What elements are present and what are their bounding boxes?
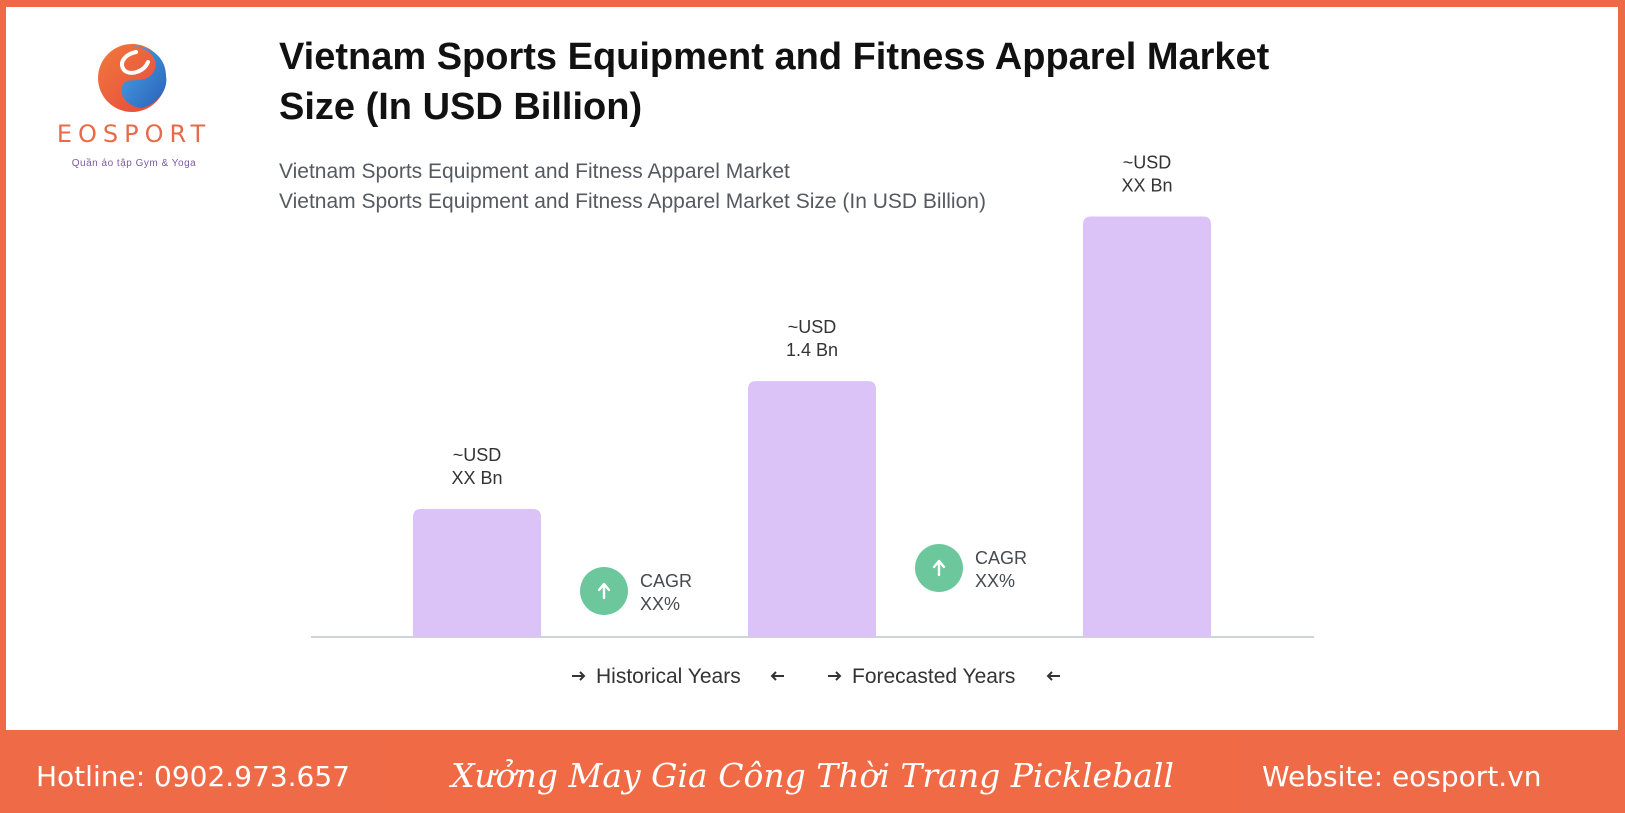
hotline-text[interactable]: Hotline: 0902.973.657 [36,760,350,793]
footer-slogan-panel [385,730,1240,813]
chart-subtitle-line-1: Vietnam Sports Equipment and Fitness App… [279,160,790,183]
bar-label-1-line-2: XX Bn [451,468,502,488]
cagr-marker-2: CAGR XX% [915,544,1027,592]
cagr-label-2: CAGR [975,548,1027,568]
bar-3 [1083,216,1211,637]
brand-name: EOSPORT [56,120,212,148]
legend-historical: Historical Years [572,665,784,688]
chart-subtitle-line-2: Vietnam Sports Equipment and Fitness App… [279,190,986,213]
brand-logo[interactable]: EOSPORT Quần áo tập Gym & Yoga [44,38,224,178]
chart-title: Vietnam Sports Equipment and Fitness App… [279,36,1270,128]
legend-label-2: Forecasted Years [852,665,1015,688]
bar-label-2-line-1: ~USD [788,317,837,337]
arrow-up-glyph [597,582,611,600]
arrow-up-glyph [932,559,946,577]
eosport-logo-icon [98,44,167,112]
legend-label-1: Historical Years [596,665,741,688]
footer-bar: Hotline: 0902.973.657 Xưởng May Gia Công… [0,730,1625,813]
arrow-left-icon [770,671,784,681]
legend-forecasted: Forecasted Years [828,665,1060,688]
arrow-left-icon [1046,671,1060,681]
arrow-right-icon [828,671,842,681]
bar-chart: ~USD XX Bn ~USD 1.4 Bn ~USD XX Bn CAGR XX% CAGR X… [311,153,1314,688]
chart-subtitle: Vietnam Sports Equipment and Fitness App… [279,157,1179,217]
bar-label-3-line-2: XX Bn [1121,176,1172,196]
bar-2 [748,381,876,637]
footer-slogan: Xưởng May Gia Công Thời Trang Pickleball [451,756,1174,795]
website-link[interactable]: Website: eosport.vn [1262,760,1542,793]
bar-label-2-line-2: 1.4 Bn [786,340,838,360]
cagr-value-2: XX% [975,571,1015,591]
bar-1 [413,509,541,637]
bar-label-1-line-1: ~USD [453,445,502,465]
brand-tagline: Quần áo tập Gym & Yoga [71,158,197,169]
bar-label-3-line-1: ~USD [1123,153,1172,173]
cagr-marker-1: CAGR XX% [580,567,692,615]
cagr-label-1: CAGR [640,571,692,591]
arrow-right-icon [572,671,586,681]
cagr-value-1: XX% [640,594,680,614]
